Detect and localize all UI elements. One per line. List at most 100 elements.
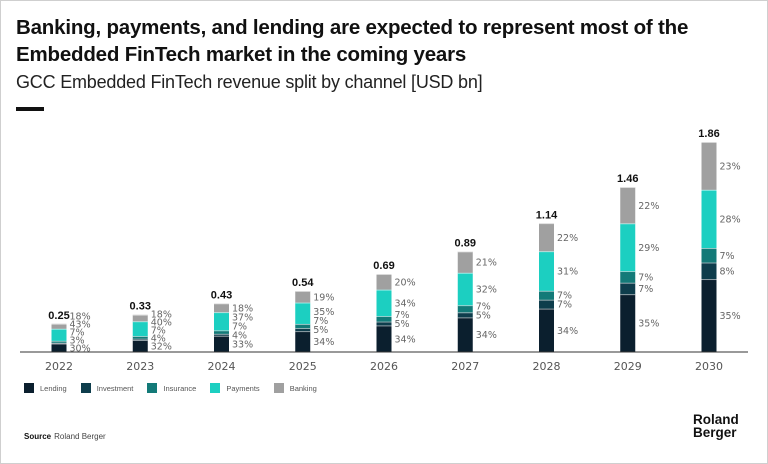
segment-separator bbox=[51, 323, 67, 325]
pct-label-insurance-2030: 7% bbox=[720, 251, 735, 262]
stacked-bar-chart: 30%3%7%43%18%0.25202232%4%7%40%18%0.3320… bbox=[20, 128, 748, 373]
pct-label-payments-2022: 43% bbox=[70, 319, 91, 330]
pct-label-insurance-2023: 7% bbox=[151, 326, 166, 337]
pct-label-investment-2029: 7% bbox=[638, 284, 653, 295]
pct-label-payments-2023: 40% bbox=[151, 318, 172, 329]
legend-label-banking: Banking bbox=[289, 383, 317, 393]
bar-segment-insurance-2028 bbox=[539, 290, 554, 300]
segment-separator bbox=[376, 321, 392, 323]
segment-separator bbox=[295, 328, 311, 330]
segment-separator bbox=[376, 289, 392, 291]
legend-item-investment: Investment bbox=[80, 383, 134, 393]
bar-segment-banking-2025 bbox=[295, 291, 311, 303]
segment-separator bbox=[295, 331, 311, 333]
source-text: Roland Berger bbox=[54, 432, 106, 441]
legend-item-insurance: Insurance bbox=[147, 383, 196, 393]
bar-segment-banking-2022 bbox=[51, 323, 67, 329]
pct-label-lending-2026: 34% bbox=[395, 334, 416, 345]
bar-segment-lending-2025 bbox=[295, 331, 311, 352]
pct-label-payments-2030: 28% bbox=[720, 214, 741, 225]
total-label-2024: 0.43 bbox=[211, 289, 232, 301]
segment-separator bbox=[51, 340, 67, 342]
pct-label-insurance-2024: 7% bbox=[232, 321, 247, 332]
total-label-2026: 0.69 bbox=[373, 260, 394, 272]
bar-segment-payments-2028 bbox=[539, 251, 554, 291]
pct-label-insurance-2027: 7% bbox=[476, 301, 491, 312]
pct-label-investment-2030: 8% bbox=[720, 266, 735, 277]
pct-label-payments-2029: 29% bbox=[638, 243, 659, 254]
bar-segment-insurance-2026 bbox=[376, 316, 392, 322]
segment-separator bbox=[701, 142, 717, 143]
pct-label-lending-2027: 34% bbox=[476, 330, 497, 341]
pct-label-banking-2026: 20% bbox=[395, 277, 416, 288]
segment-separator bbox=[457, 312, 473, 314]
bar-segment-payments-2023 bbox=[132, 321, 148, 337]
segment-separator bbox=[701, 189, 717, 191]
bar-segment-insurance-2024 bbox=[214, 330, 229, 334]
bar-segment-investment-2028 bbox=[539, 299, 554, 309]
bar-segment-payments-2024 bbox=[214, 312, 229, 331]
pct-label-banking-2023: 18% bbox=[151, 310, 172, 321]
x-tick-label-2023: 2023 bbox=[126, 360, 154, 373]
source-note: Source Roland Berger bbox=[24, 432, 106, 441]
legend-label-lending: Lending bbox=[40, 383, 67, 393]
pct-label-banking-2024: 18% bbox=[232, 303, 253, 314]
pct-label-investment-2022: 3% bbox=[70, 335, 85, 346]
segment-separator bbox=[620, 282, 636, 284]
bar-segment-lending-2022 bbox=[51, 343, 67, 352]
legend-label-payments: Payments bbox=[226, 383, 260, 393]
bar-segment-payments-2030 bbox=[701, 189, 717, 249]
segment-separator bbox=[539, 251, 554, 253]
legend-swatch-insurance bbox=[147, 383, 158, 393]
segment-separator bbox=[539, 308, 554, 310]
segment-separator bbox=[457, 251, 473, 253]
segment-separator bbox=[214, 333, 229, 335]
bar-segment-lending-2030 bbox=[701, 279, 717, 352]
segment-separator bbox=[132, 336, 148, 337]
pct-label-payments-2027: 32% bbox=[476, 285, 497, 296]
source-label: Source bbox=[24, 432, 52, 441]
bar-segment-lending-2026 bbox=[376, 325, 392, 352]
pct-label-banking-2027: 21% bbox=[476, 258, 497, 269]
bar-segment-payments-2022 bbox=[51, 328, 67, 341]
segment-separator bbox=[620, 271, 636, 273]
pct-label-insurance-2028: 7% bbox=[557, 291, 572, 302]
pct-label-insurance-2025: 7% bbox=[313, 316, 328, 327]
segment-separator bbox=[132, 338, 148, 340]
bar-segment-banking-2026 bbox=[376, 274, 392, 290]
total-label-2023: 0.33 bbox=[130, 301, 151, 313]
bar-segment-investment-2030 bbox=[701, 262, 717, 280]
x-tick-label-2027: 2027 bbox=[451, 360, 479, 373]
bar-segment-investment-2026 bbox=[376, 321, 392, 326]
total-label-2028: 1.14 bbox=[536, 209, 558, 221]
pct-label-lending-2023: 32% bbox=[151, 342, 172, 353]
segment-separator bbox=[376, 274, 392, 275]
pct-label-lending-2028: 34% bbox=[557, 326, 578, 337]
bar-segment-lending-2024 bbox=[214, 335, 229, 352]
legend-label-insurance: Insurance bbox=[163, 383, 197, 393]
segment-separator bbox=[539, 299, 554, 301]
bar-segment-payments-2029 bbox=[620, 223, 636, 272]
segment-separator bbox=[295, 291, 311, 292]
legend-swatch-investment bbox=[80, 383, 91, 393]
segment-separator bbox=[51, 328, 67, 330]
legend-swatch-payments bbox=[210, 383, 221, 393]
bar-segment-investment-2029 bbox=[620, 282, 636, 295]
segment-separator bbox=[132, 314, 148, 316]
segment-separator bbox=[132, 321, 148, 323]
title-accent-bar bbox=[16, 107, 44, 111]
segment-separator bbox=[457, 272, 473, 274]
pct-label-investment-2028: 7% bbox=[557, 300, 572, 311]
segment-separator bbox=[51, 342, 67, 344]
segment-separator bbox=[214, 303, 229, 305]
bar-segment-payments-2027 bbox=[457, 272, 473, 306]
pct-label-lending-2024: 33% bbox=[232, 339, 253, 350]
segment-separator bbox=[539, 223, 554, 225]
x-tick-label-2029: 2029 bbox=[614, 360, 642, 373]
bar-segment-banking-2030 bbox=[701, 142, 717, 190]
x-tick-label-2026: 2026 bbox=[370, 360, 398, 373]
legend-label-investment: Investment bbox=[96, 383, 134, 393]
pct-label-lending-2030: 35% bbox=[720, 311, 741, 322]
pct-label-insurance-2022: 7% bbox=[70, 327, 85, 338]
